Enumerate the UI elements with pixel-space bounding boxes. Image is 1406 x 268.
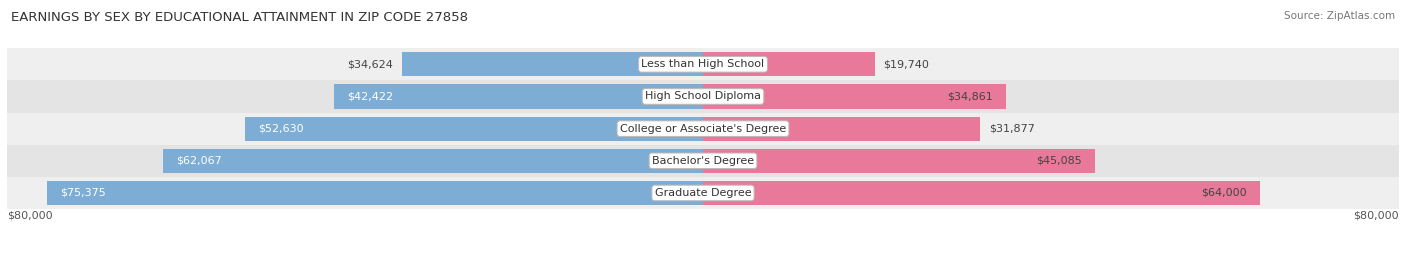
Bar	[245, 117, 703, 141]
Text: Graduate Degree: Graduate Degree	[655, 188, 751, 198]
Bar	[703, 149, 1095, 173]
Bar	[7, 113, 1399, 145]
Text: $52,630: $52,630	[259, 124, 304, 134]
Bar	[7, 48, 1399, 80]
Text: $34,624: $34,624	[347, 59, 394, 69]
Text: High School Diploma: High School Diploma	[645, 91, 761, 102]
Bar	[163, 149, 703, 173]
Text: $62,067: $62,067	[176, 156, 222, 166]
Bar	[7, 177, 1399, 209]
Bar	[402, 52, 703, 76]
Text: $45,085: $45,085	[1036, 156, 1083, 166]
Text: $42,422: $42,422	[347, 91, 394, 102]
Bar	[703, 52, 875, 76]
Text: Less than High School: Less than High School	[641, 59, 765, 69]
Bar	[7, 145, 1399, 177]
Text: $64,000: $64,000	[1201, 188, 1247, 198]
Text: $75,375: $75,375	[60, 188, 105, 198]
Text: $34,861: $34,861	[948, 91, 993, 102]
Bar	[7, 80, 1399, 113]
Text: College or Associate's Degree: College or Associate's Degree	[620, 124, 786, 134]
Bar	[703, 84, 1007, 109]
Text: EARNINGS BY SEX BY EDUCATIONAL ATTAINMENT IN ZIP CODE 27858: EARNINGS BY SEX BY EDUCATIONAL ATTAINMEN…	[11, 11, 468, 24]
Bar	[703, 181, 1260, 205]
Text: Source: ZipAtlas.com: Source: ZipAtlas.com	[1284, 11, 1395, 21]
Text: $31,877: $31,877	[988, 124, 1035, 134]
Text: $80,000: $80,000	[1354, 211, 1399, 221]
Bar	[335, 84, 703, 109]
Bar	[48, 181, 703, 205]
Bar	[703, 117, 980, 141]
Text: $19,740: $19,740	[883, 59, 929, 69]
Text: Bachelor's Degree: Bachelor's Degree	[652, 156, 754, 166]
Text: $80,000: $80,000	[7, 211, 52, 221]
